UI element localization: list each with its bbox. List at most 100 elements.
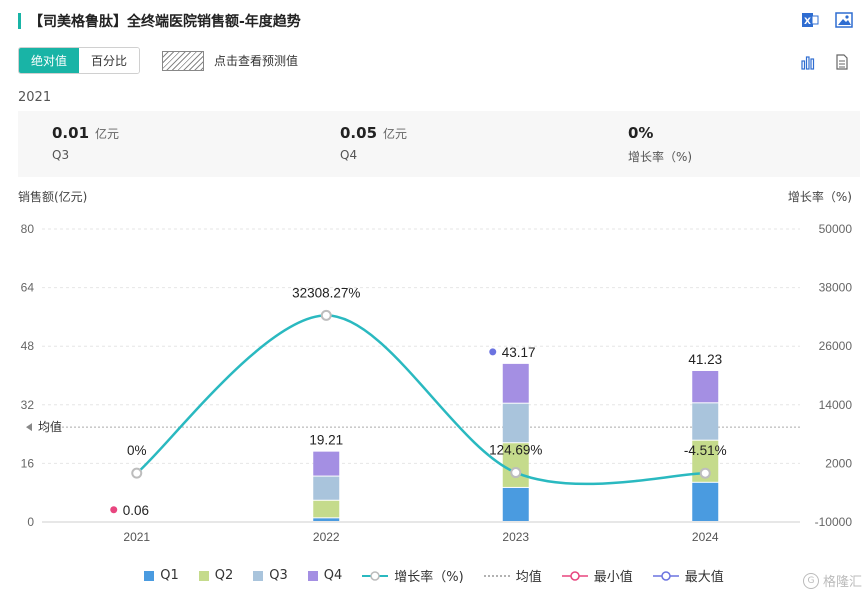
chart-legend: Q1 Q2 Q3 Q4 增长率（%) 均值 最小值 最大值 [0,566,868,585]
legend-growth-label: 增长率（%) [394,570,464,585]
x-tick-label: 2022 [313,530,340,544]
watermark: G 格隆汇 [802,571,862,590]
growth-line [135,314,706,486]
y2-tick-label: 50000 [819,222,853,236]
legend-q1-swatch [144,570,155,581]
summary-value-unit: 亿元 [95,127,120,141]
svg-text:X: X [804,17,811,27]
y-tick-label: 16 [21,456,35,470]
y-tick-label: 64 [21,281,35,295]
legend-max-icon [652,570,679,581]
bar-q4 [502,363,529,403]
y2-tick-label: -10000 [815,515,853,529]
total-label: 43.17 [502,345,536,360]
bar-q4 [313,451,340,476]
forecast-label: 点击查看预测值 [214,54,299,68]
percentage-button[interactable]: 百分比 [79,48,140,73]
legend-q4-label: Q4 [323,568,343,583]
page-title: 【司美格鲁肽】全终端医院销售额-年度趋势 [29,14,301,30]
growth-label: -4.51% [684,443,727,458]
absolute-value-button[interactable]: 绝对值 [19,48,80,73]
view-switcher [798,52,852,72]
forecast-toggle[interactable]: 点击查看预测值 [162,50,299,71]
legend-q4-swatch [307,570,318,581]
legend-min-label: 最小值 [593,570,633,585]
bar-q1 [313,518,340,521]
total-label: 41.23 [688,352,722,367]
table-view-icon[interactable] [832,52,852,72]
legend-growth[interactable]: 增长率（%) [362,566,464,585]
summary-growth-number: 0% [628,124,654,142]
legend-min[interactable]: 最小值 [561,566,633,585]
y-tick-label: 32 [21,398,35,412]
left-axis-title: 销售额(亿元) [18,190,88,204]
forecast-hatch-icon [162,50,205,71]
average-label: 均值 [38,419,62,434]
growth-point [131,467,143,479]
growth-label: 0% [127,443,147,458]
summary-value: 0.01 亿元 Q3 [52,123,119,162]
x-tick-label: 2024 [692,530,719,544]
y-tick-label: 0 [27,515,34,529]
bar-q2 [313,500,340,518]
title-accent-bar [18,13,21,29]
total-label: 19.21 [309,433,343,448]
legend-max[interactable]: 最大值 [652,566,724,585]
image-export-icon[interactable] [834,10,854,30]
summary-quarter: 0.05 亿元 Q4 [340,123,407,162]
legend-max-label: 最大值 [684,570,724,585]
legend-q1[interactable]: Q1 [144,566,179,585]
bar-q1 [502,487,529,521]
legend-q4[interactable]: Q4 [307,566,343,585]
x-tick-label: 2021 [123,530,150,544]
x-tick-label: 2023 [502,530,529,544]
legend-q3-label: Q3 [269,568,288,583]
y2-tick-label: 38000 [819,281,853,295]
summary-value-label: Q3 [52,148,70,162]
legend-q3-swatch [253,570,264,581]
bar-q4 [692,370,719,403]
growth-point [699,467,711,479]
top-toolbar: X [800,10,854,30]
summary-quarter-unit: 亿元 [383,127,408,141]
summary-panel: 0.01 亿元 Q3 0.05 亿元 Q4 0% 增长率（%) [18,111,860,177]
average-marker-icon [26,423,32,432]
y-tick-label: 48 [21,339,35,353]
growth-label: 124.69% [489,443,542,458]
growth-point [320,309,332,321]
total-label: 0.06 [123,503,149,518]
min-marker [110,506,118,514]
legend-q3[interactable]: Q3 [253,566,288,585]
legend-average[interactable]: 均值 [483,566,542,585]
bar-q3 [313,476,340,500]
legend-average-line-icon [483,574,510,577]
watermark-text: 格隆汇 [822,575,862,590]
bar-q2 [502,443,529,487]
value-mode-toggle: 绝对值 百分比 [18,47,141,74]
legend-q2[interactable]: Q2 [198,566,234,585]
summary-value-number: 0.01 [52,124,90,142]
legend-q1-label: Q1 [160,568,179,583]
watermark-logo-icon: G [802,572,819,589]
summary-quarter-number: 0.05 [340,124,378,142]
summary-quarter-label: Q4 [340,148,358,162]
bar-q3 [692,403,719,440]
summary-growth-label: 增长率（%) [628,150,693,164]
excel-export-icon[interactable]: X [800,10,820,30]
legend-average-label: 均值 [515,570,542,585]
bar-q1 [692,482,719,521]
controls-row: 绝对值 百分比 点击查看预测值 [18,47,298,74]
y2-tick-label: 2000 [825,456,852,470]
bar-q3 [502,403,529,443]
legend-q2-swatch [198,570,209,581]
selected-year: 2021 [18,90,52,105]
max-marker [489,348,497,356]
legend-min-icon [561,570,588,581]
growth-label: 32308.27% [292,285,360,300]
legend-growth-line-icon [362,570,389,581]
bar-chart-icon[interactable] [798,52,818,72]
y2-tick-label: 26000 [819,339,853,353]
legend-q2-label: Q2 [214,568,234,583]
growth-point [510,467,522,479]
